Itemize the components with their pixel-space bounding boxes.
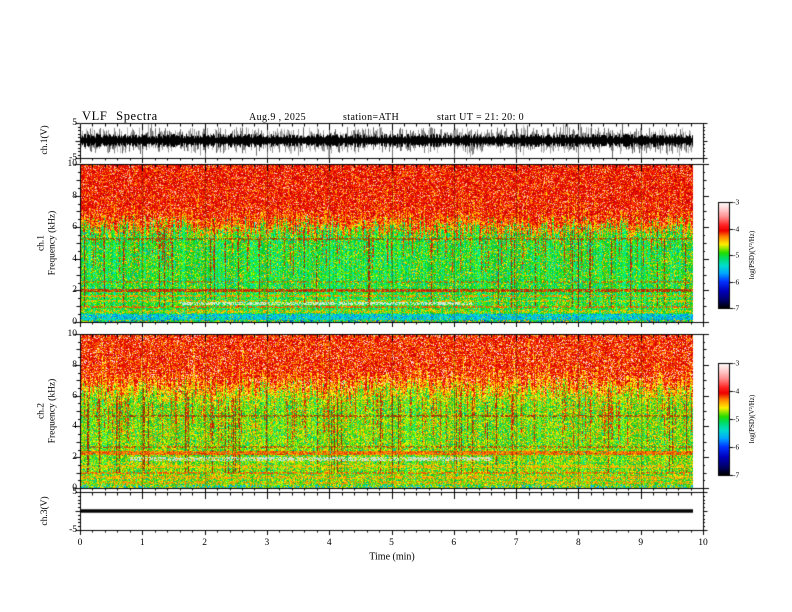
date-label: Aug.9 , 2025 xyxy=(249,112,307,123)
ch2-frequency-axis-label-line2: Frequency (kHz) xyxy=(47,378,57,444)
ch1-frequency-axis-label-line2: Frequency (kHz) xyxy=(47,210,57,276)
ch2-frequency-axis-label: ch.2 Frequency (kHz) xyxy=(37,379,58,444)
ch3-volt-tick-label: -5 xyxy=(69,525,77,535)
time-tick-label: 3 xyxy=(264,538,270,548)
ch1-freq-tick-label: 4 xyxy=(72,253,77,264)
time-tick-label: 5 xyxy=(389,538,394,548)
ch2-freq-tick-label: 6 xyxy=(72,390,77,401)
ch1-freq-tick-label: 10 xyxy=(67,159,78,169)
time-tick-label: 9 xyxy=(638,538,644,548)
colorbar2-tick-label: -3 xyxy=(733,358,740,368)
station-label: station=ATH xyxy=(343,112,400,123)
ch1-voltage-axis-label: ch.1(V) xyxy=(40,125,50,155)
ch1-frequency-axis-label: ch.1 Frequency (kHz) xyxy=(37,211,58,276)
ch1-volt-tick-label: 5 xyxy=(72,118,77,128)
colorbar1-tick-label: -7 xyxy=(733,303,740,313)
colorbar1-tick-label: -5 xyxy=(733,250,740,260)
colorbar2-label: log(PSD)(V²/Hz) xyxy=(748,394,756,444)
colorbar1-label: log(PSD)(V²/Hz) xyxy=(748,230,756,280)
colorbar1-tick-label: -6 xyxy=(733,277,740,286)
ch1-volt-tick-label: -5 xyxy=(69,153,77,163)
plot-title: VLF Spectra xyxy=(82,109,158,123)
ch2-freq-tick-label: 2 xyxy=(72,452,77,463)
time-tick-label: 7 xyxy=(513,538,519,548)
ch1-freq-tick-label: 2 xyxy=(72,285,77,296)
time-tick-label: 4 xyxy=(326,538,332,548)
colorbar1-tick-label: -3 xyxy=(733,197,740,207)
ch2-freq-tick-label: 4 xyxy=(72,421,77,432)
ch3-volt-tick-label: 5 xyxy=(72,487,77,497)
time-tick-label: 8 xyxy=(576,538,581,548)
time-tick-label: 0 xyxy=(77,538,83,548)
ch2-freq-tick-label: 8 xyxy=(72,359,77,370)
time-tick-label: 6 xyxy=(451,538,457,548)
ch1-freq-tick-label: 8 xyxy=(72,190,77,201)
ch2-frequency-axis-label-line1: ch.2 xyxy=(36,402,47,420)
colorbar2-tick-label: -7 xyxy=(733,470,740,480)
time-tick-label: 2 xyxy=(202,538,207,548)
time-tick-label: 1 xyxy=(139,538,145,548)
ch1-frequency-axis-label-line1: ch.1 xyxy=(36,234,47,252)
ch2-freq-tick-label: 10 xyxy=(67,329,78,339)
ch1-freq-tick-label: 0 xyxy=(72,317,77,327)
time-axis-label: Time (min) xyxy=(369,551,415,563)
ch3-voltage-axis-label: ch.3(V) xyxy=(40,496,50,526)
start-ut-label: start UT = 21: 20: 0 xyxy=(437,112,525,123)
colorbar2-tick-label: -6 xyxy=(733,442,740,452)
ch1-freq-tick-label: 6 xyxy=(72,222,77,233)
time-tick-label: 10 xyxy=(698,538,708,548)
ch2-freq-tick-label: 0 xyxy=(72,483,77,493)
colorbar2-tick-label: -5 xyxy=(733,414,740,424)
colorbar2-tick-label: -4 xyxy=(733,386,740,396)
colorbar1-tick-label: -4 xyxy=(733,224,740,233)
